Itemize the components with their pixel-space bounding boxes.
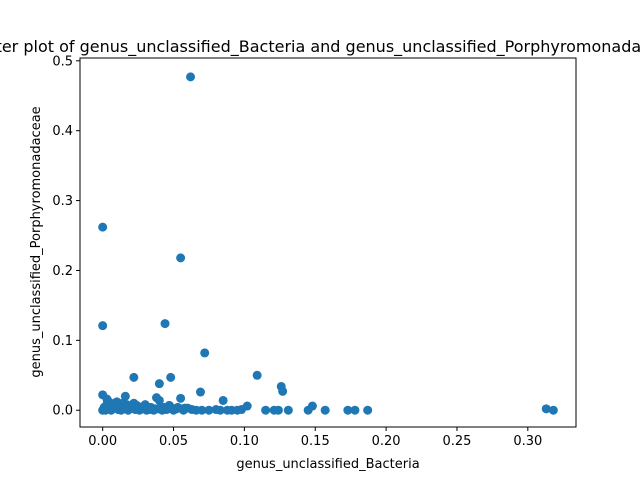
data-point — [98, 321, 108, 331]
data-point — [283, 405, 293, 415]
points-layer — [98, 72, 558, 415]
chart-title: Scatter plot of genus_unclassified_Bacte… — [0, 37, 640, 57]
data-point — [176, 253, 186, 263]
x-tick-label: 0.05 — [159, 434, 188, 449]
y-tick-label: 0.0 — [52, 404, 73, 419]
data-point — [215, 405, 225, 415]
data-point — [166, 372, 176, 382]
plot-frame — [79, 57, 577, 428]
y-tick-label: 0.4 — [52, 124, 73, 139]
data-point — [273, 405, 283, 415]
data-point — [200, 348, 210, 358]
data-point — [180, 403, 190, 413]
data-point — [197, 405, 207, 415]
y-tick-label: 0.3 — [52, 194, 73, 209]
data-point — [154, 395, 164, 405]
data-point — [343, 405, 353, 415]
data-point — [186, 72, 196, 82]
x-tick-label: 0.25 — [442, 434, 471, 449]
data-point — [195, 387, 205, 397]
x-tick-label: 0.20 — [372, 434, 401, 449]
data-point — [129, 372, 139, 382]
data-point — [154, 379, 164, 389]
data-point — [98, 222, 108, 232]
data-point — [204, 405, 214, 415]
y-tick-label: 0.2 — [52, 264, 73, 279]
data-point — [160, 319, 170, 329]
data-point — [218, 395, 228, 405]
data-point — [105, 398, 115, 408]
x-axis-label: genus_unclassified_Bacteria — [236, 457, 419, 472]
x-tick-label: 0.10 — [230, 434, 259, 449]
data-point — [261, 405, 271, 415]
data-point — [320, 405, 330, 415]
data-point — [350, 405, 360, 415]
data-point — [548, 405, 558, 415]
data-point — [541, 404, 551, 414]
data-point — [237, 405, 247, 415]
y-tick-label: 0.5 — [52, 54, 73, 69]
y-tick-label: 0.1 — [52, 334, 73, 349]
data-point — [363, 405, 373, 415]
data-point — [120, 391, 130, 401]
x-tick-label: 0.30 — [513, 434, 542, 449]
y-axis: 0.0 0.1 0.2 0.3 0.4 0.5 — [52, 54, 80, 419]
x-tick-label: 0.15 — [301, 434, 330, 449]
y-axis-label: genus_unclassified_Porphyromonadaceae — [29, 106, 44, 377]
data-point — [176, 393, 186, 403]
x-axis: 0.00 0.05 0.10 0.15 0.20 0.25 0.30 — [88, 427, 542, 449]
data-point — [278, 386, 288, 396]
data-point — [303, 405, 313, 415]
data-point — [120, 401, 130, 411]
data-point — [252, 370, 262, 380]
x-tick-label: 0.00 — [88, 434, 117, 449]
